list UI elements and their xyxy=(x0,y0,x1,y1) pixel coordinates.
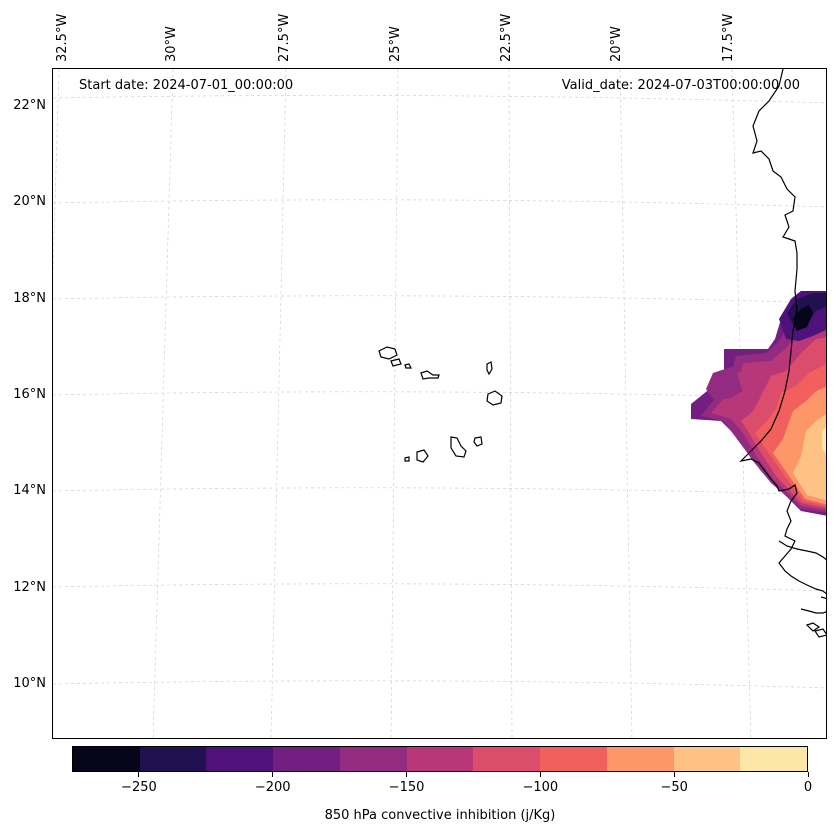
lon-label-32-5w: 32.5°W xyxy=(55,13,70,62)
colorbar-segment xyxy=(73,747,140,771)
cin-region-west-lobe-inner xyxy=(737,369,757,393)
colorbar-segment xyxy=(406,747,474,771)
colorbar-tick-label: −100 xyxy=(522,780,559,795)
parallel-10n xyxy=(53,680,826,689)
cin-region-west-lobe xyxy=(706,367,746,399)
colorbar-tick xyxy=(807,772,809,777)
meridian-20w xyxy=(619,69,633,738)
colorbar-segment xyxy=(339,747,407,771)
island-santa-luzia xyxy=(404,363,412,369)
lat-label-12n: 12°N xyxy=(13,580,46,595)
meridian-17-5w xyxy=(731,69,752,738)
colorbar-segment xyxy=(139,747,207,771)
lat-label-16n: 16°N xyxy=(13,387,46,402)
cin-region-25 xyxy=(793,414,826,501)
coast-guinea xyxy=(800,608,826,614)
lon-label-17-5w: 17.5°W xyxy=(721,13,736,62)
colorbar-segment xyxy=(540,747,607,771)
lat-label-10n: 10°N xyxy=(13,676,46,691)
lon-label-27-5w: 27.5°W xyxy=(277,13,292,62)
lat-label-20n: 20°N xyxy=(13,194,46,209)
cape-verde-islands-icon xyxy=(378,346,503,463)
cin-region-0 xyxy=(822,427,826,454)
coast-lower-right xyxy=(820,596,826,600)
convective-inhibition-field-icon xyxy=(691,291,826,516)
colorbar-segment xyxy=(206,747,274,771)
lon-label-20w: 20°W xyxy=(609,26,624,62)
colorbar-segment xyxy=(740,747,808,771)
colorbar-tick-label: −150 xyxy=(388,780,425,795)
parallel-18n xyxy=(53,295,826,304)
island-bijagos-2 xyxy=(814,628,826,638)
colorbar-segment xyxy=(273,747,340,771)
island-sao-vicente xyxy=(390,358,402,367)
colorbar-segment xyxy=(673,747,741,771)
colorbar-tick xyxy=(406,772,408,777)
map-panel[interactable] xyxy=(52,68,827,739)
coast-guinea-bissau xyxy=(778,540,826,561)
island-brava xyxy=(404,456,410,462)
island-sal xyxy=(486,361,493,376)
lat-label-22n: 22°N xyxy=(13,98,46,113)
parallel-12n xyxy=(53,583,826,592)
colorbar-tick-label: −50 xyxy=(660,780,688,795)
colorbar-tick xyxy=(539,772,541,777)
lat-label-18n: 18°N xyxy=(13,291,46,306)
lon-label-25w: 25°W xyxy=(388,26,403,62)
lon-label-30w: 30°W xyxy=(164,26,179,62)
colorbar-tick-label: −200 xyxy=(254,780,291,795)
lon-label-22-5w: 22.5°W xyxy=(499,13,514,62)
meridian-30w xyxy=(152,69,174,738)
island-santiago xyxy=(450,436,467,458)
meridian-22-5w xyxy=(508,69,513,738)
colorbar-segment xyxy=(473,747,541,771)
parallel-20n xyxy=(53,199,826,208)
west-africa-coastline-icon xyxy=(739,69,826,638)
colorbar-tick-label: −250 xyxy=(121,780,157,795)
island-sao-nicolau xyxy=(420,370,440,380)
valid-date-label: Valid_date: 2024-07-03T00:00:00.00 xyxy=(561,78,800,93)
cin-core-275 xyxy=(793,305,813,331)
colorbar-tick xyxy=(272,772,274,777)
lat-label-14n: 14°N xyxy=(13,483,46,498)
island-fogo xyxy=(416,449,429,463)
map-canvas xyxy=(53,69,826,738)
colorbar-tick xyxy=(673,772,675,777)
parallel-14n xyxy=(53,487,826,496)
colorbar-tick-label: 0 xyxy=(803,780,813,795)
meridian-25w xyxy=(390,69,399,738)
start-date-label: Start date: 2024-07-01_00:00:00 xyxy=(79,78,294,93)
colorbar xyxy=(72,746,808,772)
colorbar-title: 850 hPa convective inhibition (j/Kg) xyxy=(324,808,556,823)
meridian-32-5w xyxy=(53,69,60,272)
parallel-16n xyxy=(53,391,826,400)
colorbar-tick xyxy=(138,772,140,777)
island-boa-vista xyxy=(486,390,503,406)
island-bijagos-1 xyxy=(805,622,821,632)
colorbar-segment xyxy=(606,747,674,771)
meridian-27-5w xyxy=(270,69,287,738)
island-maio xyxy=(473,436,483,447)
parallel-22n xyxy=(53,95,826,104)
island-santo-antao xyxy=(378,346,398,360)
gridlines xyxy=(53,69,826,738)
